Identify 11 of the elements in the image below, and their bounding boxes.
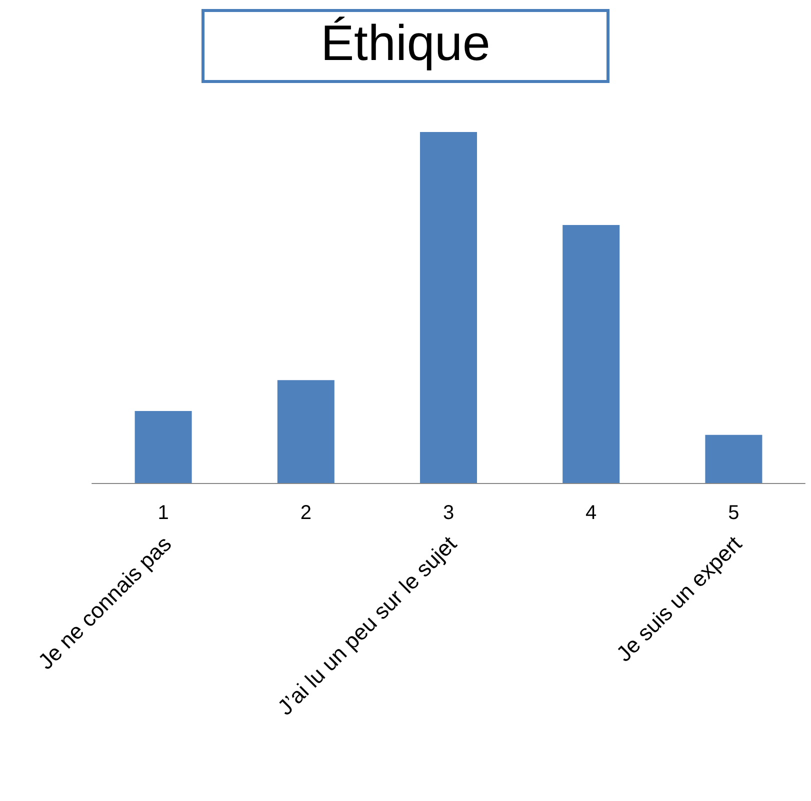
x-tick-label: 1 <box>158 502 169 524</box>
x-tick-label: 3 <box>442 502 454 524</box>
x-tick-label: 2 <box>300 502 312 524</box>
bar <box>562 225 620 483</box>
bar <box>420 132 477 483</box>
bar <box>705 434 762 483</box>
bar <box>277 380 334 483</box>
chart-title: Éthique <box>320 15 490 71</box>
bar <box>134 411 192 483</box>
x-tick-label: 5 <box>728 502 740 524</box>
x-tick-label: 4 <box>586 502 597 524</box>
